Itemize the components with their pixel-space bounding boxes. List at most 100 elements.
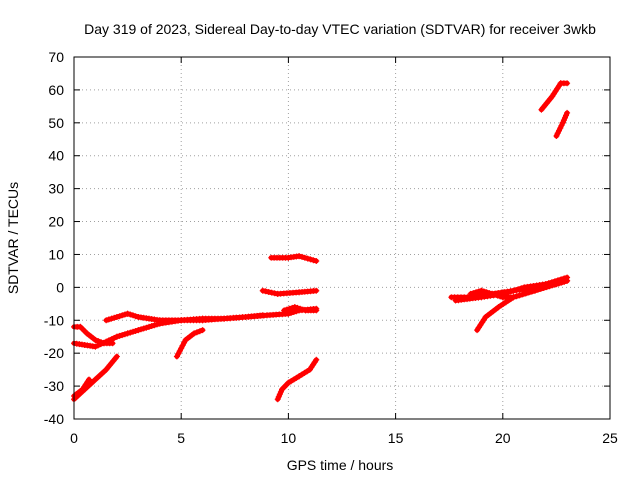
data-point	[92, 337, 99, 343]
ticks: 0 5 10 15 20 25 -40 -30 -20 -10 0 10 20 30 40 50 60 70	[44, 49, 618, 446]
data-point	[262, 288, 269, 295]
grid	[74, 57, 610, 419]
series-trace	[259, 287, 320, 297]
data-point	[558, 279, 565, 286]
data-point	[554, 130, 561, 137]
data-point	[146, 323, 152, 330]
data-point	[135, 327, 142, 334]
data-point	[534, 286, 541, 293]
data-point	[313, 356, 320, 363]
data-point	[553, 133, 560, 139]
data-point	[271, 290, 278, 297]
series-trace	[71, 323, 116, 347]
data-point	[313, 287, 320, 294]
data-point	[130, 328, 136, 335]
data-point	[313, 307, 320, 314]
data-point	[532, 287, 538, 294]
data-point	[486, 290, 493, 297]
series-trace	[538, 80, 571, 113]
data-point	[301, 254, 308, 261]
data-point	[259, 287, 266, 294]
y-tick-label: 0	[56, 279, 64, 295]
data-point	[475, 288, 482, 295]
data-point	[265, 289, 272, 295]
y-tick-label: 50	[48, 115, 64, 131]
data-point	[119, 312, 126, 319]
data-point	[509, 288, 515, 295]
data-point	[297, 305, 304, 312]
data-point	[537, 285, 544, 292]
y-axis-label: SDTVAR / TECUs	[5, 182, 21, 294]
data-point	[505, 289, 512, 296]
x-tick-label: 5	[177, 430, 185, 446]
data-point	[494, 292, 501, 299]
data-point	[543, 284, 550, 291]
data-point	[119, 332, 126, 339]
data-point	[105, 316, 112, 323]
data-point	[512, 287, 519, 294]
data-point	[289, 304, 296, 311]
data-point	[121, 311, 128, 318]
data-point	[111, 314, 118, 321]
data-point	[124, 310, 131, 317]
x-tick-label: 0	[70, 430, 78, 446]
data-point	[483, 289, 490, 296]
data-point	[296, 253, 303, 260]
data-point	[121, 331, 128, 338]
data-point	[173, 353, 180, 360]
series-trace	[281, 304, 320, 314]
data-point	[283, 306, 290, 313]
data-point	[528, 288, 535, 295]
data-point	[515, 286, 522, 293]
data-point	[519, 291, 526, 298]
data-point	[516, 292, 523, 299]
data-point	[489, 290, 496, 297]
data-point	[497, 293, 504, 300]
data-point	[285, 310, 292, 317]
data-point	[181, 339, 188, 346]
data-point	[540, 285, 547, 291]
data-point	[478, 287, 485, 294]
x-axis-label: GPS time / hours	[287, 457, 394, 473]
data-point	[108, 315, 115, 322]
y-tick-label: 30	[48, 181, 64, 197]
data-point	[557, 125, 564, 132]
y-tick-label: 70	[48, 49, 64, 65]
series-layer	[71, 80, 571, 403]
series-trace	[452, 274, 571, 304]
data-point	[196, 328, 203, 335]
y-tick-label: -40	[44, 411, 64, 427]
data-point	[148, 323, 155, 329]
data-point	[124, 330, 131, 337]
y-tick-label: -10	[44, 312, 64, 328]
y-tick-label: 20	[48, 214, 64, 230]
data-point	[116, 313, 123, 320]
data-point	[127, 329, 134, 336]
data-point	[467, 290, 474, 297]
y-tick-label: -30	[44, 378, 64, 394]
y-tick-label: 10	[48, 246, 64, 262]
data-point	[127, 311, 134, 318]
data-point	[546, 283, 553, 290]
x-tick-label: 10	[281, 430, 297, 446]
data-point	[564, 109, 571, 116]
data-point	[178, 345, 185, 352]
x-tick-label: 25	[602, 430, 618, 446]
data-point	[556, 127, 562, 134]
data-point	[130, 312, 136, 319]
series-trace	[553, 109, 571, 139]
data-point	[307, 256, 314, 263]
data-point	[291, 304, 298, 311]
data-point	[140, 325, 147, 332]
data-point	[510, 294, 517, 301]
data-point	[286, 305, 293, 312]
series-trace	[173, 327, 206, 360]
series-trace	[274, 356, 320, 403]
data-point	[481, 288, 487, 295]
data-point	[558, 122, 565, 129]
data-point	[176, 348, 183, 354]
data-point	[281, 307, 288, 314]
data-point	[294, 304, 301, 311]
data-point	[491, 291, 498, 298]
series-line	[275, 357, 319, 402]
